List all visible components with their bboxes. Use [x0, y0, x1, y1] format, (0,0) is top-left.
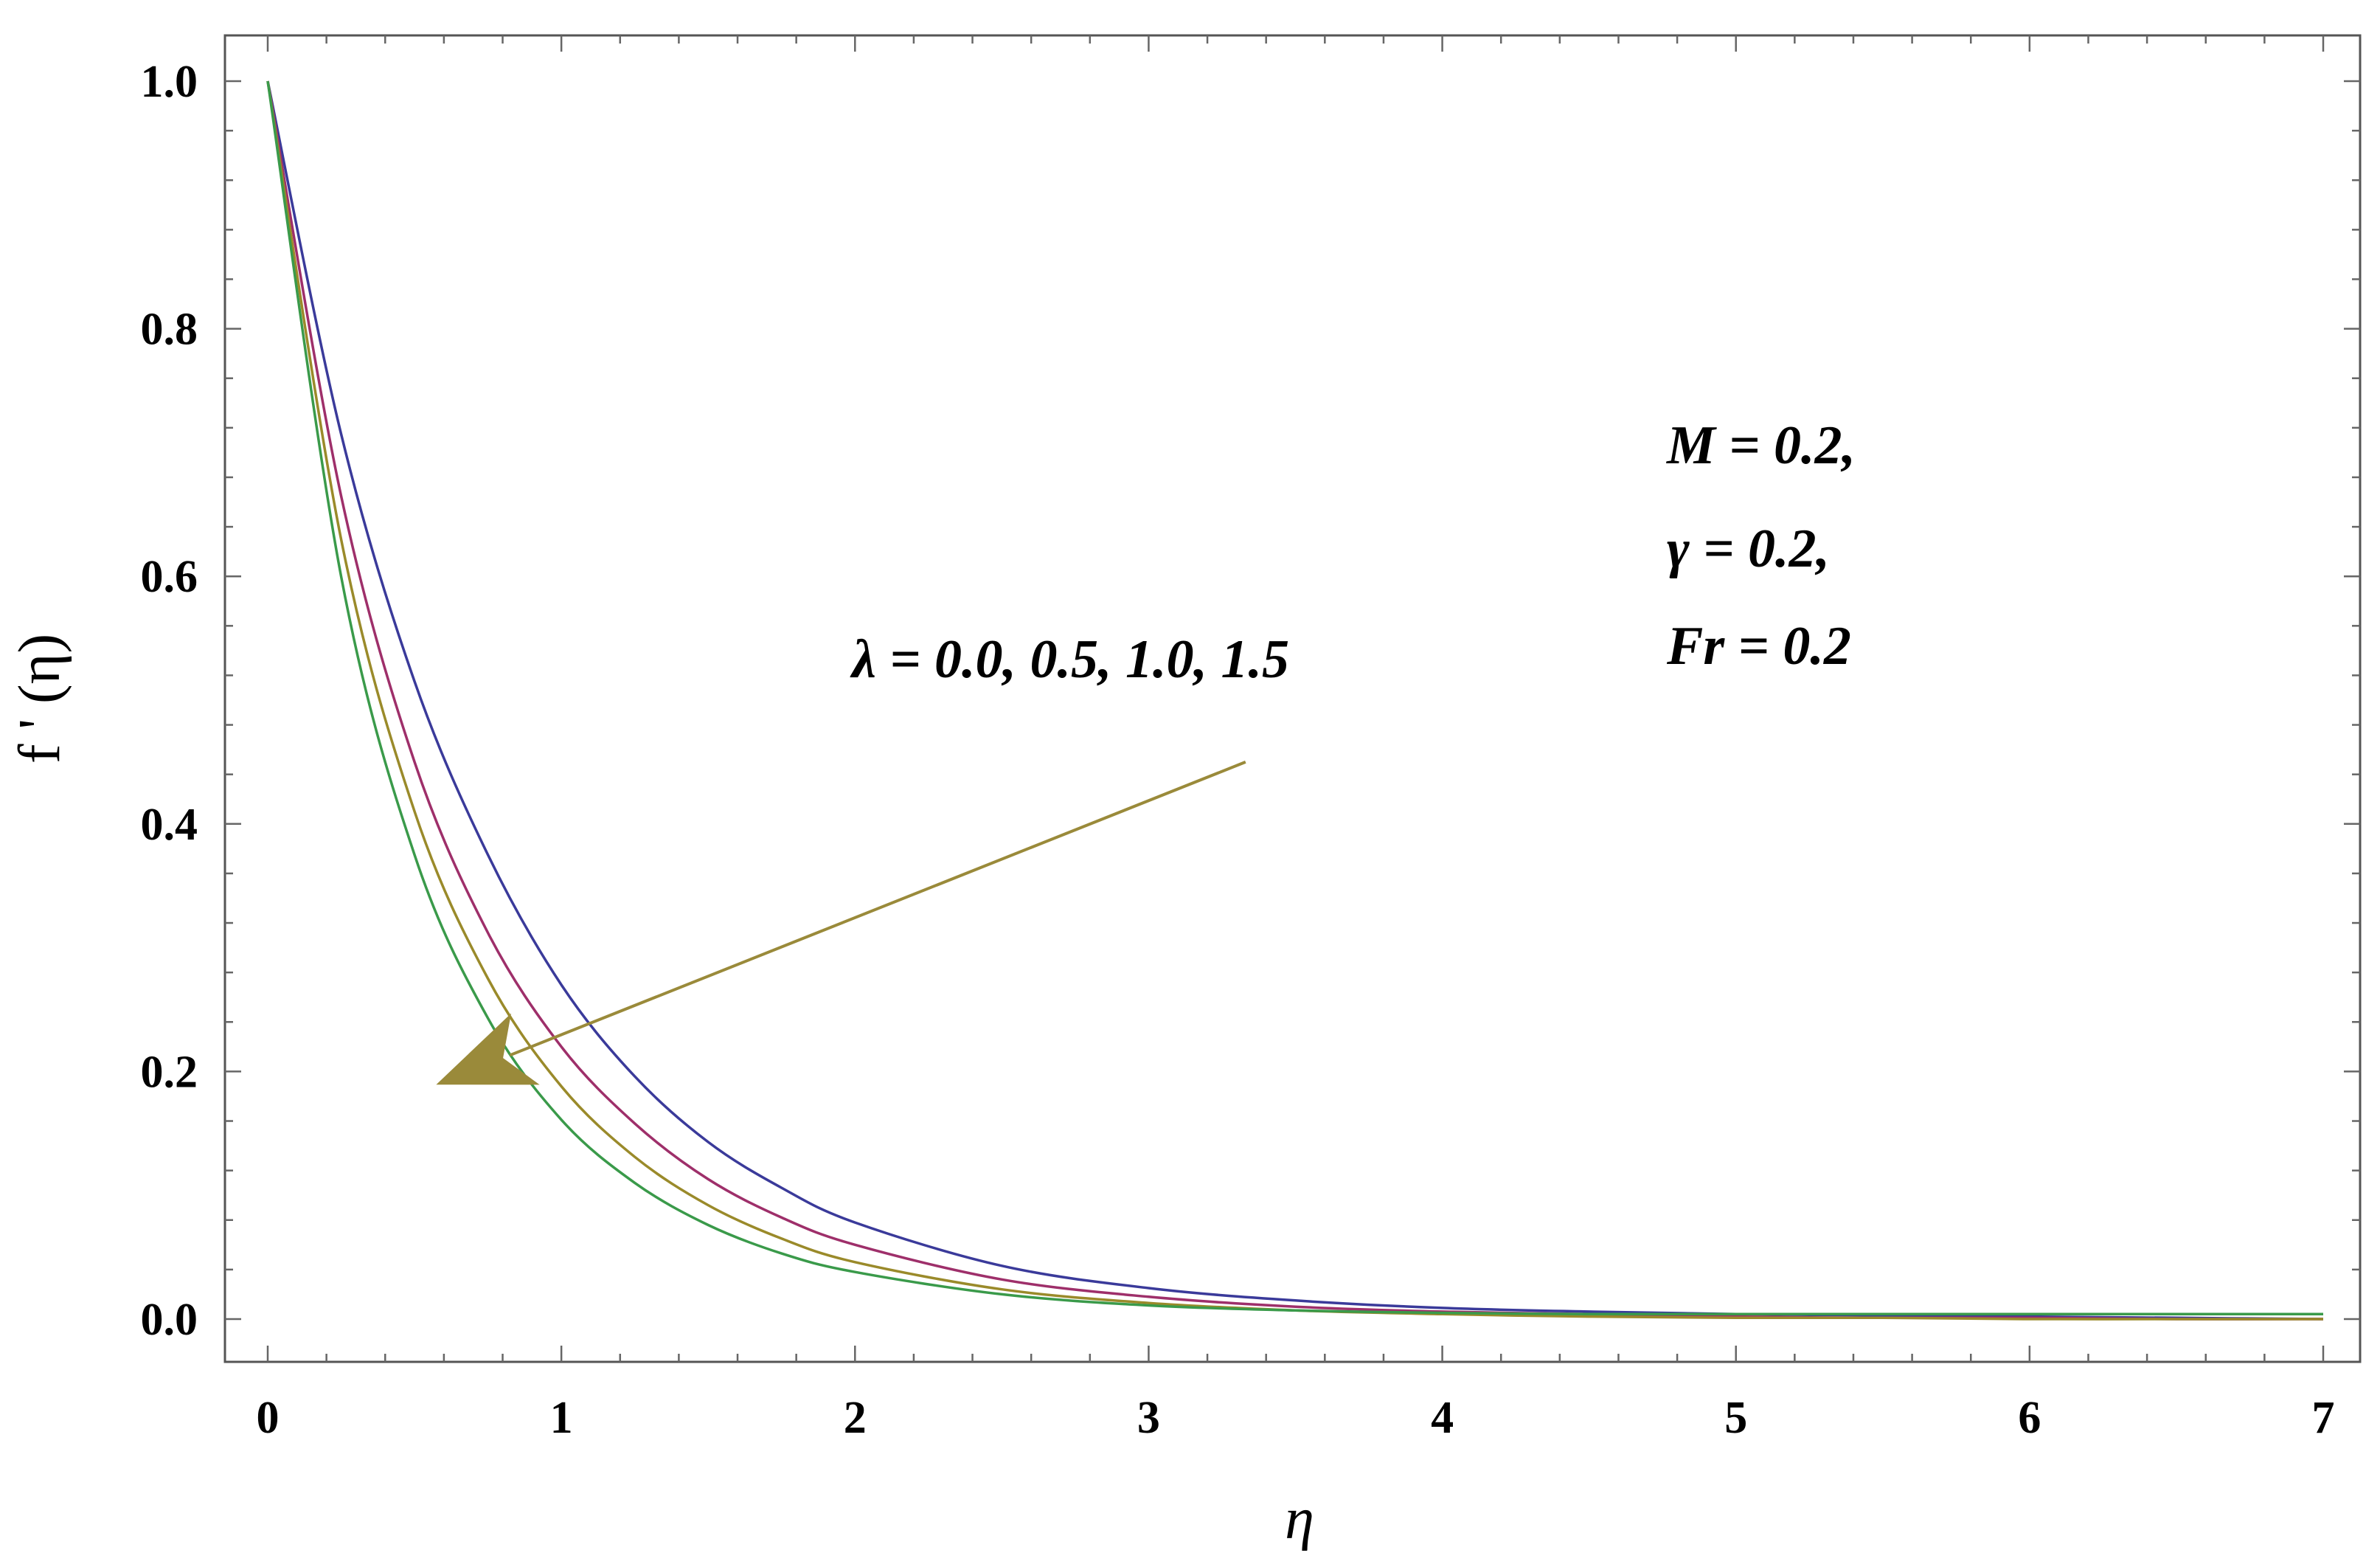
annotation-arrow [436, 761, 1246, 1085]
lambda-annotation: λ = 0.0, 0.5, 1.0, 1.5 [850, 629, 1289, 690]
y-tick-label: 0.0 [141, 1295, 198, 1345]
param-gamma-annotation: γ = 0.2, [1667, 519, 1830, 579]
y-tick-labels: 0.0 0.2 0.4 0.6 0.8 1.0 [141, 57, 198, 1345]
series-lines [266, 80, 2324, 1321]
y-tick-label: 0.6 [141, 552, 198, 602]
param-m-annotation: M = 0.2, [1666, 415, 1856, 476]
x-tick-label: 0 [257, 1393, 280, 1443]
x-tick-label: 2 [844, 1393, 867, 1443]
x-tick-label: 7 [2312, 1393, 2335, 1443]
x-tick-labels: 0 1 2 3 4 5 6 7 [257, 1393, 2335, 1443]
x-tick-label: 1 [550, 1393, 573, 1443]
x-tick-label: 5 [1724, 1393, 1747, 1443]
arrow-shaft [509, 761, 1246, 1057]
x-tick-label: 4 [1431, 1393, 1454, 1443]
x-axis-title: η [1285, 1487, 1314, 1551]
param-fr-annotation: Fr = 0.2 [1666, 616, 1851, 677]
series-line-4 [266, 80, 2323, 1316]
arrow-head [436, 1013, 540, 1085]
plot-frame [223, 34, 2362, 1363]
y-tick-label: 0.2 [141, 1047, 198, 1097]
x-tick-label: 3 [1137, 1393, 1160, 1443]
y-tick-label: 1.0 [141, 57, 198, 107]
tick-marks [225, 35, 2360, 1362]
y-tick-label: 0.8 [141, 305, 198, 355]
x-tick-label: 6 [2018, 1393, 2041, 1443]
y-axis-title: f ' (η) [7, 634, 72, 764]
series-line-3 [266, 80, 2323, 1321]
y-tick-label: 0.4 [141, 800, 198, 850]
